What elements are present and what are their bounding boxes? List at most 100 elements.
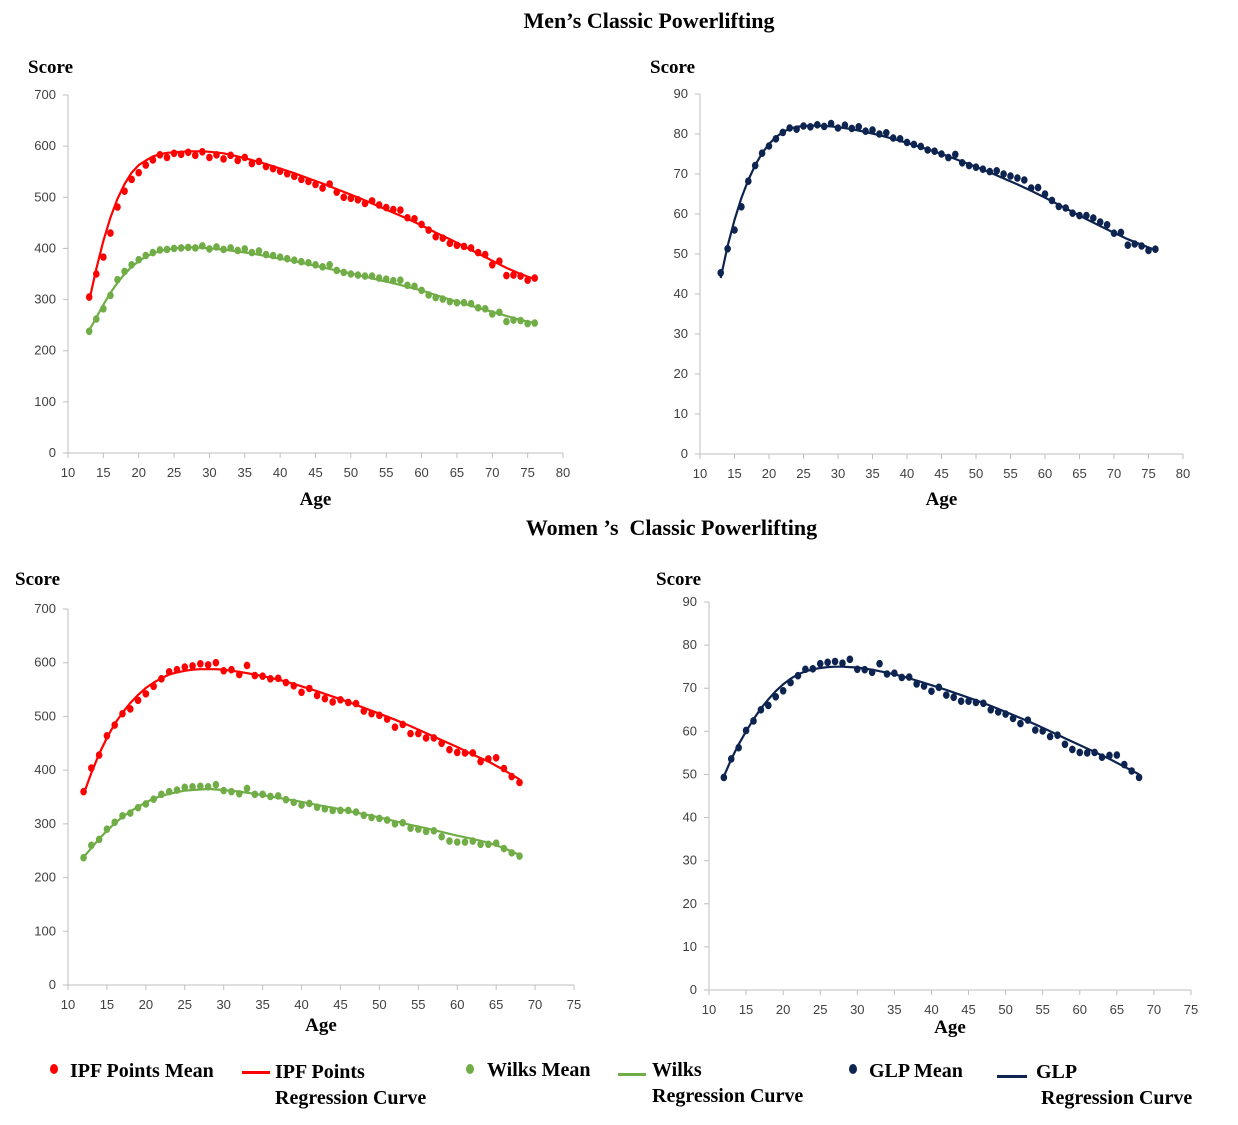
ipf-points-mean-point <box>368 709 375 718</box>
ipf-points-mean-point <box>474 248 482 257</box>
legend-wilks-mean-marker <box>466 1064 474 1074</box>
y-tick-label: 500 <box>34 708 56 723</box>
x-tick-label: 35 <box>887 1002 901 1017</box>
glp-mean-point <box>1002 710 1009 718</box>
x-tick-label: 30 <box>216 997 230 1012</box>
glp-mean-point <box>876 130 883 138</box>
wilks-mean-point <box>337 806 344 815</box>
ipf-points-mean-point <box>262 162 270 171</box>
ipf-points-mean-point <box>389 205 397 214</box>
x-tick-label: 15 <box>739 1002 753 1017</box>
x-axis-label: Age <box>300 489 332 510</box>
wilks-mean-point <box>453 298 461 307</box>
ipf-points-mean-point <box>319 184 326 192</box>
x-tick-label: 30 <box>202 465 216 480</box>
ipf-points-mean-point <box>276 167 284 176</box>
wilks-mean-point <box>469 837 477 845</box>
wilks-mean-point <box>267 792 274 801</box>
y-tick-label: 50 <box>683 766 697 781</box>
ipf-points-mean-point <box>191 151 199 160</box>
ipf-points-mean-point <box>439 234 447 242</box>
glp-mean-point <box>965 697 972 705</box>
ipf-points-mean-point <box>234 156 242 165</box>
x-tick-label: 30 <box>850 1002 864 1017</box>
ipf-points-mean-point <box>134 696 142 705</box>
ipf-points-mean-point <box>333 188 341 196</box>
wilks-mean-point <box>255 247 263 255</box>
x-tick-label: 55 <box>1035 1002 1049 1017</box>
x-tick-label: 50 <box>372 997 386 1012</box>
glp-mean-point <box>903 138 911 147</box>
legend-wilks-curve-label-1: Wilks <box>652 1059 702 1081</box>
ipf-points-mean-point <box>199 147 206 156</box>
x-tick-label: 20 <box>762 466 776 481</box>
glp-mean-point <box>979 165 987 173</box>
wilks-mean-point <box>276 253 284 261</box>
x-tick-label: 35 <box>255 997 269 1012</box>
wilks-mean-point <box>158 790 165 799</box>
wilks-mean-point <box>121 267 128 276</box>
ipf-points-mean-point <box>228 665 235 674</box>
glp-mean-point <box>1009 714 1017 723</box>
ipf-points-mean-point <box>485 755 492 763</box>
ipf-points-mean-point <box>492 753 500 762</box>
wilks-mean-point <box>165 787 173 796</box>
x-tick-label: 50 <box>969 466 983 481</box>
ipf-points-mean-point <box>220 666 227 675</box>
x-tick-label: 10 <box>61 997 75 1012</box>
y-tick-label: 200 <box>34 343 56 358</box>
y-axis-label: Score <box>28 57 73 78</box>
wilks-mean-point <box>321 805 329 813</box>
wilks-mean-point <box>474 303 482 312</box>
wilks-mean-point <box>510 316 517 324</box>
glp-mean-point <box>1145 246 1152 255</box>
ipf-points-mean-point <box>404 213 411 222</box>
wilks-mean-point <box>397 276 404 284</box>
glp-mean-point <box>1041 190 1049 198</box>
ipf-points-mean-point <box>283 169 291 178</box>
ipf-points-mean-point <box>375 201 383 209</box>
x-tick-label: 60 <box>450 997 464 1012</box>
x-tick-label: 70 <box>1147 1002 1161 1017</box>
wilks-mean-point <box>368 813 375 822</box>
wilks-mean-point <box>134 803 142 812</box>
y-tick-label: 400 <box>34 762 56 777</box>
y-tick-label: 30 <box>674 326 688 341</box>
glp-mean-point <box>738 203 745 211</box>
glp-mean-point <box>1076 211 1083 220</box>
x-tick-label: 25 <box>813 1002 827 1017</box>
ipf-points-mean-point <box>477 757 484 766</box>
x-tick-label: 55 <box>411 997 425 1012</box>
glp-mean-point <box>889 134 897 142</box>
glp-mean-point <box>772 693 780 701</box>
y-tick-label: 100 <box>34 923 56 938</box>
wilks-mean-point <box>333 266 341 275</box>
ipf-points-mean-point <box>282 678 290 687</box>
ipf-points-mean-point <box>368 197 376 205</box>
ipf-points-mean-point <box>321 694 329 703</box>
wilks-mean-point <box>344 806 352 815</box>
ipf-points-mean-point <box>204 661 212 669</box>
glp-mean-point <box>965 161 973 170</box>
glp-mean-point <box>1069 209 1076 217</box>
wilks-mean-point <box>259 790 266 799</box>
ipf-points-mean-point <box>181 663 189 671</box>
wilks-mean-point <box>399 818 407 827</box>
glp-mean-point <box>751 161 759 170</box>
y-tick-label: 50 <box>674 246 688 261</box>
glp-mean-point <box>731 226 738 234</box>
ipf-points-mean-point <box>149 156 157 164</box>
glp-mean-point <box>765 701 772 710</box>
glp-mean-point <box>772 135 780 143</box>
y-tick-label: 500 <box>34 189 56 204</box>
glp-mean-point <box>1113 751 1121 759</box>
glp-mean-point <box>1117 228 1125 237</box>
ipf-points-mean-point <box>391 723 399 731</box>
wilks-mean-point <box>228 787 235 796</box>
ipf-points-mean-point <box>376 711 383 720</box>
ipf-points-mean-point <box>337 695 344 704</box>
glp-mean-point <box>802 665 809 674</box>
ipf-points-mean-point <box>510 271 517 279</box>
wilks-mean-point <box>163 245 171 254</box>
